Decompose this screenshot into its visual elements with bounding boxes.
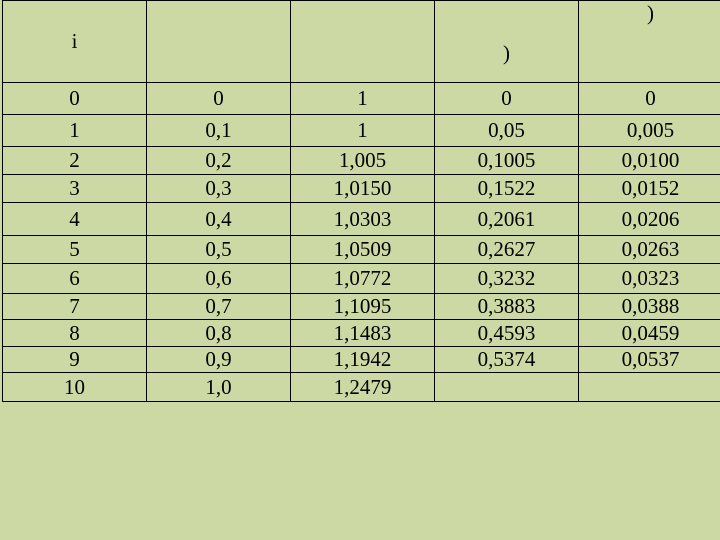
header-cell-4: ) (434, 0, 579, 83)
table-cell: 1 (2, 114, 147, 147)
table-row: 9 0,9 1,1942 0,5374 0,0537 (2, 346, 720, 373)
table-row: 6 0,6 1,0772 0,3232 0,0323 (2, 263, 720, 294)
table-cell: 0,0323 (578, 263, 720, 294)
table-cell: 1,0150 (290, 174, 435, 203)
table-cell: 0,3 (146, 174, 291, 203)
table-row: 1 0,1 1 0,05 0,005 (2, 114, 720, 147)
table-cell: 0,1 (146, 114, 291, 147)
table-cell: 0,3232 (434, 263, 579, 294)
table-cell: 1,1483 (290, 319, 435, 347)
table-cell: 7 (2, 293, 147, 320)
table-cell: 0,2061 (434, 202, 579, 236)
header-cell-i: i (2, 0, 147, 83)
table-cell: 0,0152 (578, 174, 720, 203)
table-cell: 0,1522 (434, 174, 579, 203)
table-cell: 0,0206 (578, 202, 720, 236)
header-cell-5: ) (578, 0, 720, 83)
table-cell: 8 (2, 319, 147, 347)
table-cell: 0,5 (146, 235, 291, 264)
header-cell-3 (290, 0, 435, 83)
table-row: 3 0,3 1,0150 0,1522 0,0152 (2, 174, 720, 203)
table-cell: 0,2 (146, 146, 291, 175)
table-cell: 0,05 (434, 114, 579, 147)
table-cell: 0,0537 (578, 346, 720, 373)
table-row: 0 0 1 0 0 (2, 82, 720, 115)
table-cell (578, 372, 720, 402)
table-cell: 0,0388 (578, 293, 720, 320)
table-cell: 1,1942 (290, 346, 435, 373)
table-cell: 0,2627 (434, 235, 579, 264)
table-cell: 1,0772 (290, 263, 435, 294)
table-header-row: i ) ) (2, 0, 720, 83)
table-cell: 1,2479 (290, 372, 435, 402)
table-cell: 0 (146, 82, 291, 115)
table-cell: 0,4 (146, 202, 291, 236)
header-cell-2 (146, 0, 291, 83)
table-cell: 0 (578, 82, 720, 115)
table-cell: 0,0459 (578, 319, 720, 347)
table-cell: 4 (2, 202, 147, 236)
table-cell: 0,0100 (578, 146, 720, 175)
table-cell: 0,7 (146, 293, 291, 320)
table-cell: 6 (2, 263, 147, 294)
table-cell: 0,3883 (434, 293, 579, 320)
table-cell: 0,8 (146, 319, 291, 347)
table-cell: 3 (2, 174, 147, 203)
table-cell: 1,005 (290, 146, 435, 175)
table-cell: 5 (2, 235, 147, 264)
table-cell: 1 (290, 114, 435, 147)
table-cell: 0,005 (578, 114, 720, 147)
table-row: 8 0,8 1,1483 0,4593 0,0459 (2, 319, 720, 347)
table-cell: 0,9 (146, 346, 291, 373)
table-cell: 0,4593 (434, 319, 579, 347)
table-cell: 0,6 (146, 263, 291, 294)
table-cell (434, 372, 579, 402)
table-cell: 0,1005 (434, 146, 579, 175)
table-cell: 1,1095 (290, 293, 435, 320)
table-cell: 2 (2, 146, 147, 175)
table-cell: 0,0263 (578, 235, 720, 264)
table-cell: 10 (2, 372, 147, 402)
table-cell: 1 (290, 82, 435, 115)
table-row: 10 1,0 1,2479 (2, 372, 720, 402)
table-row: 5 0,5 1,0509 0,2627 0,0263 (2, 235, 720, 264)
table-cell: 1,0509 (290, 235, 435, 264)
table-cell: 0 (2, 82, 147, 115)
table-cell: 0,5374 (434, 346, 579, 373)
table-cell: 1,0303 (290, 202, 435, 236)
table-cell: 9 (2, 346, 147, 373)
table-cell: 1,0 (146, 372, 291, 402)
table-row: 4 0,4 1,0303 0,2061 0,0206 (2, 202, 720, 236)
table-row: 2 0,2 1,005 0,1005 0,0100 (2, 146, 720, 175)
data-table: i ) ) 0 0 1 0 0 1 0,1 1 0,05 0,005 2 0,2… (2, 0, 720, 402)
table-row: 7 0,7 1,1095 0,3883 0,0388 (2, 293, 720, 320)
table-cell: 0 (434, 82, 579, 115)
